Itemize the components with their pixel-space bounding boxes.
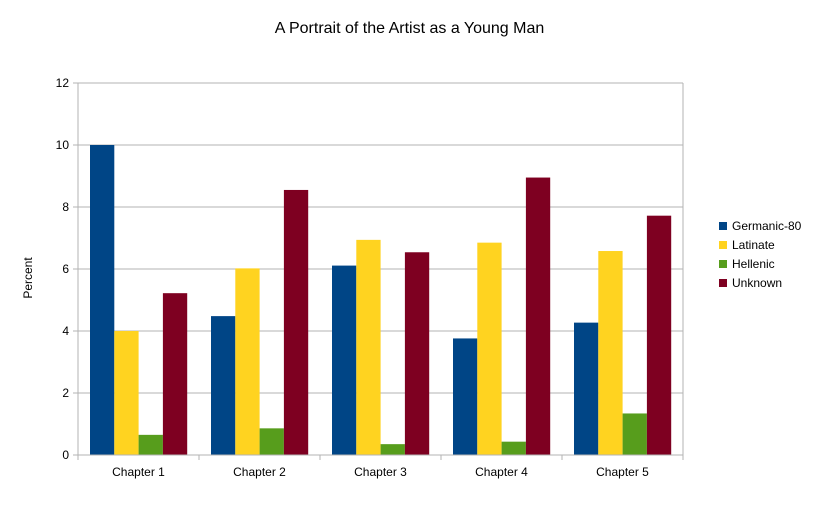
legend-item: Hellenic — [719, 254, 801, 273]
legend-swatch-icon — [719, 278, 727, 287]
bar-hellenic-4 — [501, 441, 526, 455]
bar-unknown-3 — [404, 252, 430, 455]
bar-germanic-80-5 — [574, 322, 599, 455]
legend-item: Germanic-80 — [719, 216, 801, 235]
bar-unknown-1 — [162, 293, 188, 455]
bar-hellenic-2 — [259, 428, 284, 455]
y-tick-label: 2 — [62, 386, 69, 400]
bar-latinate-4 — [477, 242, 502, 455]
legend-label: Germanic-80 — [732, 218, 802, 233]
legend-label: Latinate — [732, 237, 775, 252]
bar-latinate-3 — [356, 239, 381, 455]
bar-hellenic-5 — [622, 413, 647, 455]
bar-germanic-80-3 — [332, 265, 357, 455]
bar-unknown-5 — [646, 215, 672, 455]
legend-label: Unknown — [732, 275, 783, 290]
y-tick-label: 0 — [62, 448, 69, 462]
bar-germanic-80-2 — [211, 316, 236, 455]
y-tick-label: 10 — [56, 138, 70, 152]
x-tick-label: Chapter 1 — [112, 465, 165, 479]
y-tick-label: 12 — [56, 76, 70, 90]
bar-hellenic-3 — [380, 444, 405, 455]
x-tick-label: Chapter 4 — [475, 465, 528, 479]
y-tick-label: 4 — [62, 324, 69, 338]
x-tick-label: Chapter 5 — [596, 465, 649, 479]
bar-germanic-80-1 — [90, 145, 115, 455]
bar-latinate-5 — [598, 251, 623, 455]
legend-swatch-icon — [719, 259, 727, 268]
legend-item: Unknown — [719, 273, 801, 292]
x-tick-label: Chapter 2 — [233, 465, 286, 479]
y-tick-label: 6 — [62, 262, 69, 276]
legend-label: Hellenic — [732, 256, 775, 271]
bar-latinate-1 — [114, 331, 139, 455]
bar-unknown-2 — [283, 189, 309, 455]
bar-latinate-2 — [235, 268, 260, 455]
legend: Germanic-80 Latinate Hellenic Unknown — [719, 216, 801, 292]
bar-unknown-4 — [525, 177, 551, 456]
legend-swatch-icon — [719, 240, 727, 249]
bar-germanic-80-4 — [453, 338, 478, 455]
chart-title: A Portrait of the Artist as a Young Man — [274, 20, 545, 37]
y-tick-label: 8 — [62, 200, 69, 214]
legend-item: Latinate — [719, 235, 801, 254]
legend-swatch-icon — [719, 221, 727, 230]
bar-hellenic-1 — [138, 434, 163, 455]
x-tick-label: Chapter 3 — [354, 465, 407, 479]
